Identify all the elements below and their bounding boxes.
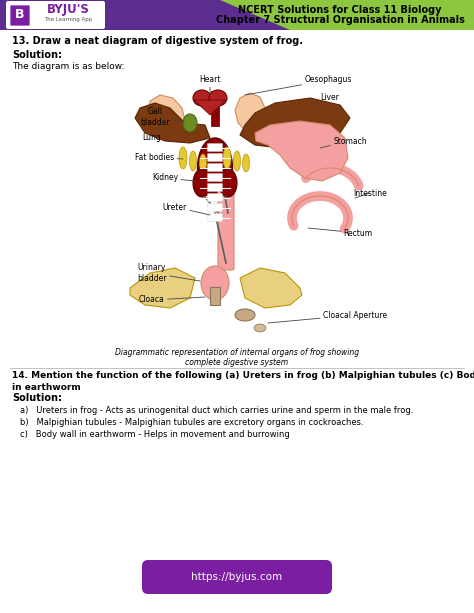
Ellipse shape — [235, 309, 255, 321]
Text: The diagram is as below:: The diagram is as below: — [12, 62, 125, 71]
FancyBboxPatch shape — [218, 186, 234, 270]
Ellipse shape — [243, 154, 249, 172]
Text: a)   Ureters in frog - Acts as urinogenital duct which carries urine and sperm i: a) Ureters in frog - Acts as urinogenita… — [20, 406, 413, 415]
Text: b)   Malpighian tubules - Malpighian tubules are excretory organs in cockroaches: b) Malpighian tubules - Malpighian tubul… — [20, 418, 364, 427]
FancyBboxPatch shape — [6, 1, 105, 29]
FancyBboxPatch shape — [208, 183, 222, 191]
Polygon shape — [194, 100, 226, 115]
FancyBboxPatch shape — [0, 0, 474, 30]
Text: Heart: Heart — [199, 75, 221, 95]
Ellipse shape — [219, 169, 237, 197]
Ellipse shape — [198, 138, 233, 198]
Polygon shape — [130, 268, 195, 308]
FancyBboxPatch shape — [208, 153, 222, 161]
Polygon shape — [220, 0, 474, 30]
FancyBboxPatch shape — [211, 91, 219, 126]
Polygon shape — [135, 103, 210, 143]
Ellipse shape — [223, 147, 231, 169]
Text: Gall
bladder: Gall bladder — [140, 107, 184, 127]
Text: Cloacal Aperture: Cloacal Aperture — [268, 311, 387, 323]
Text: Urinary
bladder: Urinary bladder — [137, 264, 200, 283]
Ellipse shape — [193, 90, 211, 106]
Text: https://byjus.com: https://byjus.com — [191, 572, 283, 582]
Text: 14. Mention the function of the following (a) Ureters in frog (b) Malpighian tub: 14. Mention the function of the followin… — [12, 371, 474, 392]
FancyBboxPatch shape — [208, 164, 222, 172]
Ellipse shape — [254, 324, 266, 332]
Text: Lung: Lung — [143, 119, 165, 142]
Polygon shape — [148, 95, 185, 133]
FancyBboxPatch shape — [208, 173, 222, 181]
Text: Solution:: Solution: — [12, 393, 62, 403]
Text: Liver: Liver — [310, 94, 339, 105]
Ellipse shape — [209, 90, 227, 106]
Ellipse shape — [234, 151, 240, 171]
Text: Cloaca: Cloaca — [139, 295, 205, 305]
FancyBboxPatch shape — [210, 287, 220, 305]
Ellipse shape — [200, 154, 207, 172]
Text: Ureter: Ureter — [163, 202, 210, 215]
Text: BYJU'S: BYJU'S — [46, 4, 90, 17]
Polygon shape — [235, 93, 265, 133]
Polygon shape — [240, 268, 302, 308]
Text: Rectum: Rectum — [308, 228, 373, 237]
Text: Chapter 7 Structural Organisation in Animals: Chapter 7 Structural Organisation in Ani… — [216, 15, 465, 25]
Text: Fat bodies: Fat bodies — [136, 153, 183, 161]
FancyBboxPatch shape — [208, 204, 222, 211]
Ellipse shape — [183, 114, 197, 132]
FancyBboxPatch shape — [10, 5, 30, 26]
FancyBboxPatch shape — [142, 560, 332, 594]
Text: The Learning App: The Learning App — [44, 17, 92, 21]
FancyBboxPatch shape — [208, 143, 222, 151]
Text: Stomach: Stomach — [320, 137, 367, 148]
FancyBboxPatch shape — [208, 213, 222, 221]
Ellipse shape — [179, 147, 187, 169]
Polygon shape — [240, 98, 350, 148]
Ellipse shape — [193, 169, 211, 197]
Text: B: B — [15, 9, 25, 21]
Text: Solution:: Solution: — [12, 50, 62, 60]
Ellipse shape — [190, 151, 197, 171]
FancyBboxPatch shape — [208, 194, 222, 202]
Text: Diagrammatic representation of internal organs of frog showing
complete digestiv: Diagrammatic representation of internal … — [115, 348, 359, 367]
Text: 13. Draw a neat diagram of digestive system of frog.: 13. Draw a neat diagram of digestive sys… — [12, 36, 303, 46]
Text: Kidney: Kidney — [152, 173, 195, 183]
Text: Oesophagus: Oesophagus — [245, 75, 352, 95]
Text: c)   Body wall in earthworm - Helps in movement and burrowing: c) Body wall in earthworm - Helps in mov… — [20, 430, 290, 439]
Text: NCERT Solutions for Class 11 Biology: NCERT Solutions for Class 11 Biology — [238, 5, 442, 15]
Ellipse shape — [201, 266, 229, 300]
Text: Intestine: Intestine — [353, 189, 387, 198]
Polygon shape — [255, 121, 348, 181]
